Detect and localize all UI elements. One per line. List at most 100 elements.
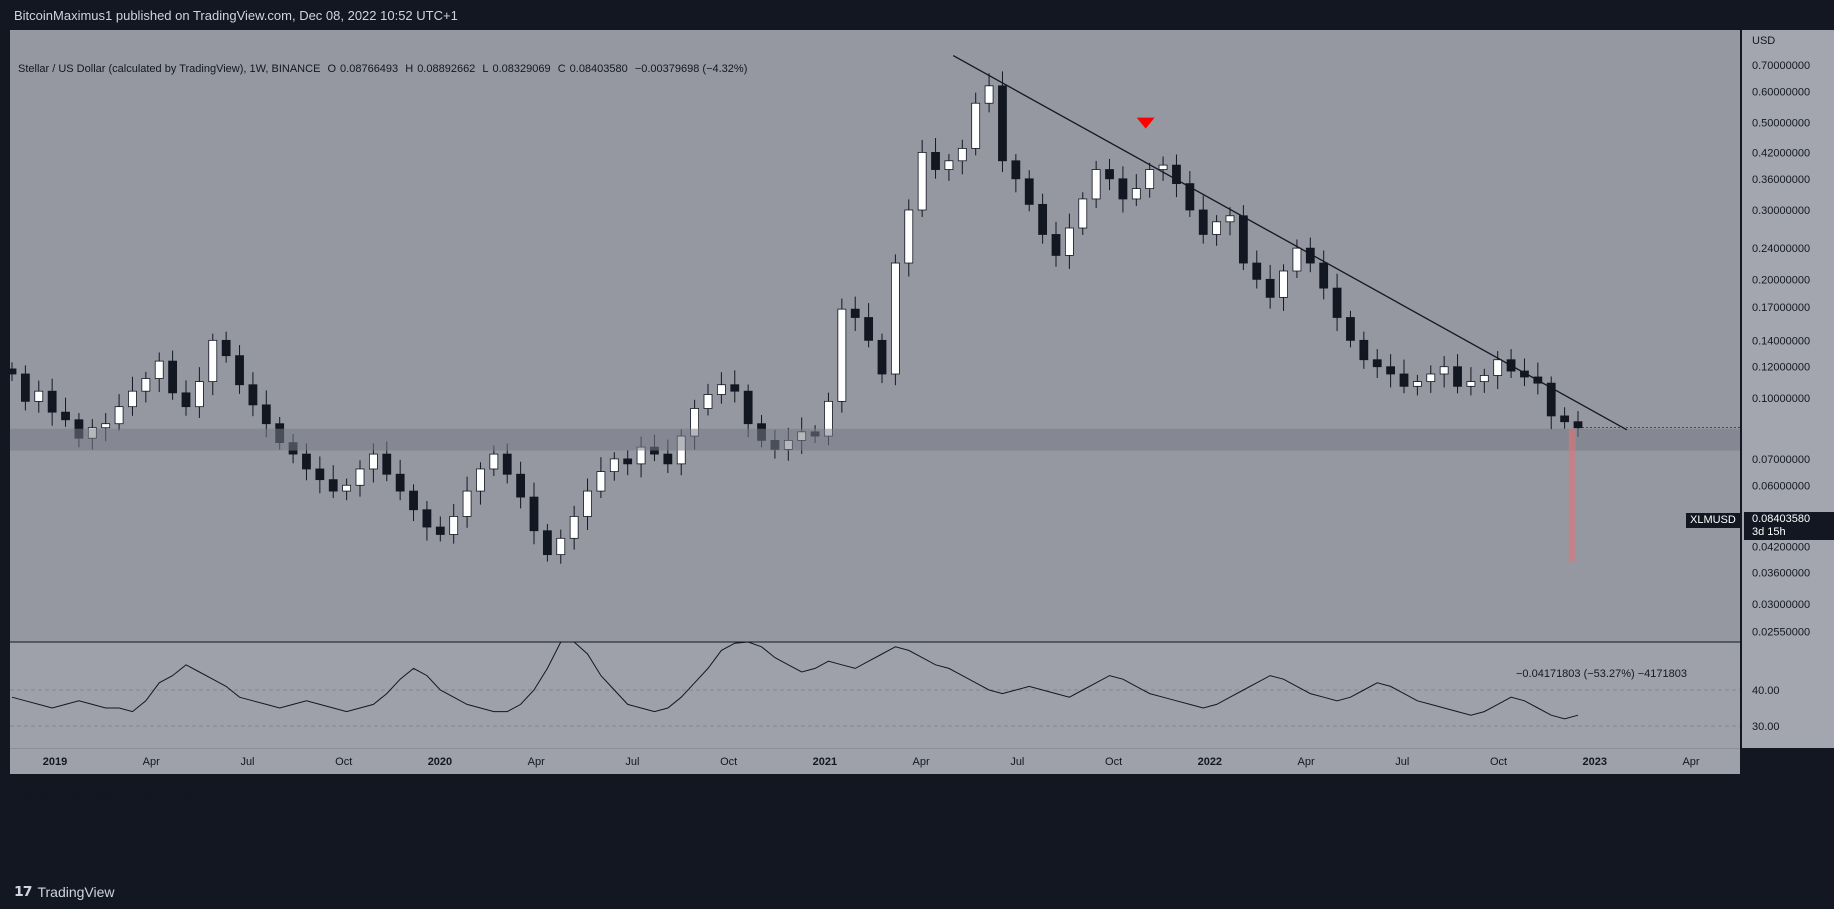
symbol-name: Stellar / US Dollar (calculated by Tradi… bbox=[18, 63, 321, 75]
bear-candle bbox=[261, 404, 271, 425]
bear-candle bbox=[998, 85, 1007, 162]
price-tick: 0.17000000 bbox=[1752, 302, 1810, 314]
current-price: 0.08403580 bbox=[1752, 513, 1811, 525]
bear-candle bbox=[623, 458, 633, 465]
price-tick: 0.60000000 bbox=[1752, 86, 1810, 98]
bear-candle bbox=[864, 317, 874, 341]
price-tick: 0.04200000 bbox=[1752, 541, 1810, 553]
time-tick: Apr bbox=[1682, 756, 1699, 768]
bull-candle bbox=[837, 308, 847, 402]
publish-bar: BitcoinMaximus1 published on TradingView… bbox=[0, 0, 1834, 30]
bull-candle bbox=[569, 516, 579, 539]
time-tick: Apr bbox=[528, 756, 545, 768]
bear-candle bbox=[328, 479, 338, 492]
price-axis-unit: USD bbox=[1752, 35, 1775, 47]
bear-candle bbox=[730, 384, 740, 392]
chart-svg[interactable]: 40.00 30.00 USD 0.70000000 0.60000000 0.5000… bbox=[0, 30, 1834, 873]
bull-candle bbox=[984, 85, 994, 104]
price-tick: 0.36000000 bbox=[1752, 174, 1810, 186]
bear-candle bbox=[221, 339, 231, 357]
price-tick: 0.07000000 bbox=[1752, 454, 1810, 466]
support-zone bbox=[10, 428, 1740, 451]
price-tick: 0.70000000 bbox=[1752, 60, 1810, 72]
bear-candle bbox=[663, 453, 673, 465]
bear-candle bbox=[302, 453, 311, 470]
bear-candle bbox=[1372, 359, 1382, 368]
price-tick: 0.24000000 bbox=[1752, 243, 1810, 255]
rsi-line bbox=[11, 641, 1579, 720]
bull-candle bbox=[1078, 198, 1088, 229]
bull-candle bbox=[890, 262, 900, 375]
bear-candle bbox=[877, 339, 887, 375]
ohlc-legend: Stellar / US Dollar (calculated by Tradi… bbox=[18, 63, 751, 75]
time-tick: 2022 bbox=[1198, 756, 1222, 768]
bear-candle bbox=[248, 384, 258, 406]
measure-bar bbox=[1568, 428, 1576, 562]
rsi-group: 40.00 30.00 bbox=[10, 641, 1780, 748]
tradingview-logo[interactable]: 𝟭𝟳 TradingView bbox=[14, 883, 115, 900]
footer-bar: 𝟭𝟳 TradingView bbox=[0, 873, 1834, 909]
bear-candle bbox=[395, 473, 405, 492]
bull-candle bbox=[1292, 247, 1302, 272]
time-tick: Jul bbox=[625, 756, 639, 768]
bear-candle bbox=[1185, 183, 1195, 211]
low-value: 0.08329069 bbox=[492, 63, 551, 75]
bull-candle bbox=[583, 490, 592, 517]
high-label: H bbox=[405, 63, 414, 75]
time-tick: Jul bbox=[1010, 756, 1024, 768]
time-tick: Oct bbox=[720, 756, 737, 768]
bull-candle bbox=[355, 468, 365, 486]
bull-candle bbox=[1145, 169, 1155, 189]
bear-candle bbox=[409, 490, 418, 511]
time-tick: Oct bbox=[1490, 756, 1507, 768]
time-tick: Oct bbox=[1105, 756, 1122, 768]
bull-candle bbox=[489, 453, 499, 470]
price-tick: 0.30000000 bbox=[1752, 205, 1810, 217]
open-value: 0.08766493 bbox=[340, 63, 399, 75]
bull-candle bbox=[1426, 373, 1436, 382]
bull-candle bbox=[1479, 375, 1489, 382]
time-tick: Apr bbox=[143, 756, 160, 768]
publish-info: BitcoinMaximus1 published on TradingView… bbox=[14, 8, 458, 23]
bull-candle bbox=[556, 537, 566, 556]
close-value: 0.08403580 bbox=[569, 63, 628, 75]
bear-candle bbox=[1332, 287, 1342, 318]
bull-candle bbox=[716, 384, 726, 395]
high-value: 0.08892662 bbox=[417, 63, 476, 75]
bull-candle bbox=[1131, 188, 1141, 200]
rejection-marker bbox=[1136, 117, 1155, 129]
bear-candle bbox=[1238, 215, 1248, 264]
bear-candle bbox=[1546, 382, 1556, 417]
bull-candle bbox=[1279, 270, 1288, 298]
bull-candle bbox=[1225, 215, 1235, 223]
bull-candle bbox=[34, 390, 44, 402]
bull-candle bbox=[141, 378, 151, 392]
price-tick: 0.20000000 bbox=[1752, 274, 1810, 286]
rsi-tick: 30.00 bbox=[1752, 721, 1780, 733]
bull-candle bbox=[971, 102, 981, 149]
bear-candle bbox=[1118, 178, 1128, 200]
bear-candle bbox=[1453, 366, 1462, 387]
candles-group bbox=[7, 71, 1583, 564]
ticker-tag: XLMUSD bbox=[1686, 513, 1740, 528]
bear-candle bbox=[743, 390, 753, 425]
rsi-pane bbox=[10, 748, 1740, 749]
bear-candle bbox=[1024, 178, 1034, 205]
change-value: −0.00379698 (−4.32%) bbox=[634, 63, 748, 75]
bear-candle bbox=[1399, 373, 1409, 387]
price-tick: 0.06000000 bbox=[1752, 480, 1810, 492]
bear-candle bbox=[382, 453, 392, 475]
bull-candle bbox=[1091, 169, 1101, 200]
bear-candle bbox=[61, 411, 70, 421]
time-axis-bg bbox=[10, 748, 1740, 774]
price-tick: 0.42000000 bbox=[1752, 147, 1810, 159]
bull-candle bbox=[342, 484, 352, 492]
bear-candle bbox=[1560, 415, 1570, 423]
price-tick: 0.10000000 bbox=[1752, 393, 1810, 405]
bull-candle bbox=[957, 148, 967, 162]
time-tick: 2020 bbox=[428, 756, 452, 768]
bull-candle bbox=[208, 339, 218, 382]
low-label: L bbox=[482, 63, 489, 75]
bull-candle bbox=[1466, 381, 1476, 387]
time-tick: 2021 bbox=[813, 756, 837, 768]
